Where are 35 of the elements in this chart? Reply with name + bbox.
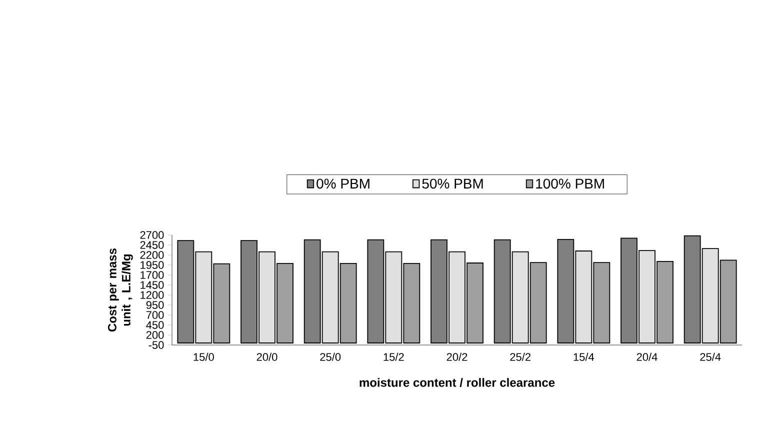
x-tick-label: 20/0 [256, 352, 278, 361]
y-tick-label: 1950 [140, 261, 164, 269]
y-tick-label: 2200 [140, 251, 164, 259]
bar [304, 239, 321, 344]
y-tick-label: 450 [146, 321, 164, 329]
bar [620, 238, 638, 344]
y-tick-label: 2450 [140, 241, 164, 249]
x-tick-label: 15/4 [574, 352, 594, 361]
bar [240, 240, 258, 344]
y-tick-label: 1450 [140, 281, 164, 289]
legend-label: 0% PBM [316, 178, 370, 189]
y-tick-label: -50 [148, 341, 164, 349]
bar [367, 239, 384, 344]
x-tick-label: 25/0 [320, 352, 341, 361]
x-tick-label: 25/2 [510, 352, 530, 361]
x-axis-title: moisture content / roller clearance [360, 378, 555, 387]
y-tick-label: 200 [146, 331, 164, 339]
bar [557, 238, 574, 344]
bar [494, 239, 511, 344]
x-tick-label: 15/2 [384, 352, 404, 361]
x-tick-label: 20/4 [636, 352, 658, 361]
bar [177, 240, 194, 344]
y-tick-label: 2700 [140, 231, 164, 239]
x-tick-label: 25/4 [700, 352, 721, 361]
bar [684, 235, 701, 344]
y-tick-label: 1200 [140, 291, 164, 299]
y-tick-label: 1700 [140, 271, 164, 279]
bar [430, 239, 448, 344]
legend-label: 100% PBM [536, 178, 604, 189]
x-tick-label: 20/2 [446, 352, 468, 361]
y-axis-title: Cost per mass unit , L.E/Mg [108, 248, 133, 332]
y-tick-label: 950 [146, 301, 164, 309]
y-tick-label: 700 [146, 311, 164, 319]
x-tick-label: 15/0 [194, 352, 214, 361]
legend-label: 50% PBM [422, 178, 483, 189]
